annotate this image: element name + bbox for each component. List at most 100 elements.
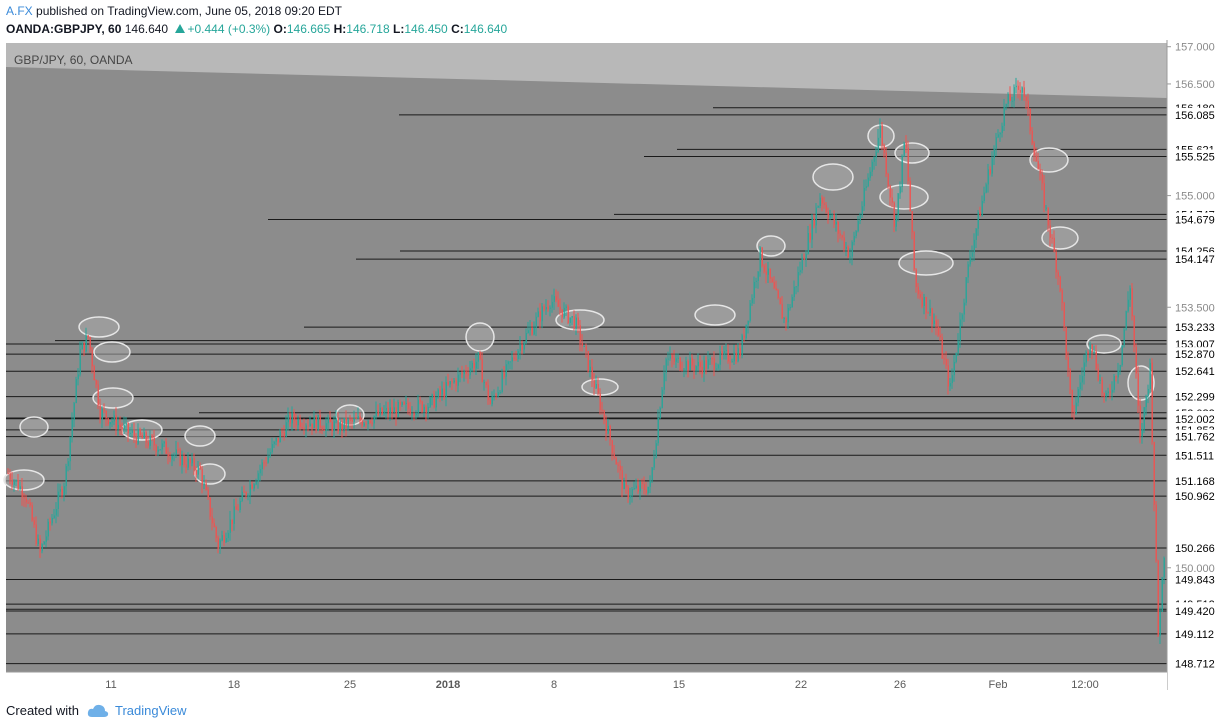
candle-body [397,402,399,417]
candle-body [315,416,317,431]
candle-body [115,415,117,430]
candle-body [685,361,687,370]
candle-body [709,358,711,360]
candle-body [841,235,843,238]
candle-body [1089,344,1091,354]
symbol-label: OANDA:GBPJPY, 60 [6,22,122,36]
candle-body [1119,365,1121,371]
candle-body [493,395,495,397]
upper-shade [6,43,1167,98]
candle-body [29,502,31,506]
candle-body [879,125,881,138]
candle-body [407,402,409,409]
candle-body [517,350,519,359]
level-label: 151.762 [1175,432,1215,444]
candle-body [441,388,443,395]
candle-body [533,327,535,335]
candle-body [1135,346,1137,374]
candle-body [929,308,931,314]
candle-body [1121,345,1123,366]
candle-body [831,214,833,216]
up-arrow-icon [175,24,186,33]
candle-body [1067,357,1069,370]
candle-body [549,307,551,309]
candle-body [939,335,941,338]
candle-body [701,367,703,374]
candle-body [649,480,651,487]
candle-body [817,205,819,208]
candle-body [609,425,611,441]
candle-body [347,419,349,428]
candle-body [73,403,75,421]
close-label: C: [451,22,464,36]
candle-body [1091,344,1093,353]
candle-body [941,337,943,359]
candle-body [781,304,783,319]
candle-body [591,366,593,381]
candle-body [1057,272,1059,277]
candle-body [189,458,191,464]
candle-body [319,414,321,428]
candle-body [329,417,331,423]
annotation-ellipse [867,124,895,148]
author-link[interactable]: A.FX [6,4,33,18]
candle-body [655,443,657,458]
candle-body [269,452,271,456]
x-tick-label: 22 [795,679,807,691]
candle-body [79,349,81,375]
candle-body [401,402,403,405]
candle-body [851,242,853,257]
candle-body [187,458,189,468]
level-label-bg [1168,489,1218,504]
candle-body [429,397,431,407]
level-label: 149.420 [1175,606,1215,618]
candle-body [725,350,727,352]
candle-body [1009,94,1011,101]
candle-body [111,421,113,423]
candle-body [775,288,777,291]
candle-body [279,431,281,443]
candle-body [629,495,631,499]
annotation-ellipse [92,387,134,409]
candle-body [27,502,29,504]
candle-body [779,297,781,305]
candle-body [193,458,195,470]
candle-body [801,257,803,271]
candle-body [427,406,429,413]
candle-body [785,318,787,323]
candle-body [631,489,633,496]
candle-body [653,457,655,468]
level-label-bg [1168,448,1218,463]
candle-body [135,436,137,444]
level-label-bg [1168,347,1218,362]
price-chart[interactable]: 157.000156.500155.000153.500150.000156.1… [0,40,1225,694]
candle-body [1029,109,1031,131]
candle-body [561,309,563,318]
candle-body [661,389,663,408]
candle-body [795,286,797,288]
level-label-bg [1168,473,1218,488]
candle-body [859,214,861,222]
candle-body [639,482,641,492]
candle-body [43,541,45,545]
candle-body [585,345,587,352]
high-label: H: [333,22,347,36]
candle-body [643,483,645,490]
candle-body [53,515,55,518]
candle-body [633,488,635,490]
candle-body [583,345,585,347]
candle-body [503,372,505,377]
candle-body [885,152,887,175]
candle-body [309,423,311,426]
candle-body [165,441,167,454]
candle-body [351,420,353,422]
tradingview-link[interactable]: TradingView [114,703,187,718]
candle-body [593,380,595,389]
candle-body [681,369,683,371]
candle-body [947,365,949,387]
candle-body [571,316,573,318]
level-label: 150.266 [1175,543,1215,555]
candle-body [101,409,103,420]
candle-body [173,454,175,456]
candle-body [871,161,873,172]
